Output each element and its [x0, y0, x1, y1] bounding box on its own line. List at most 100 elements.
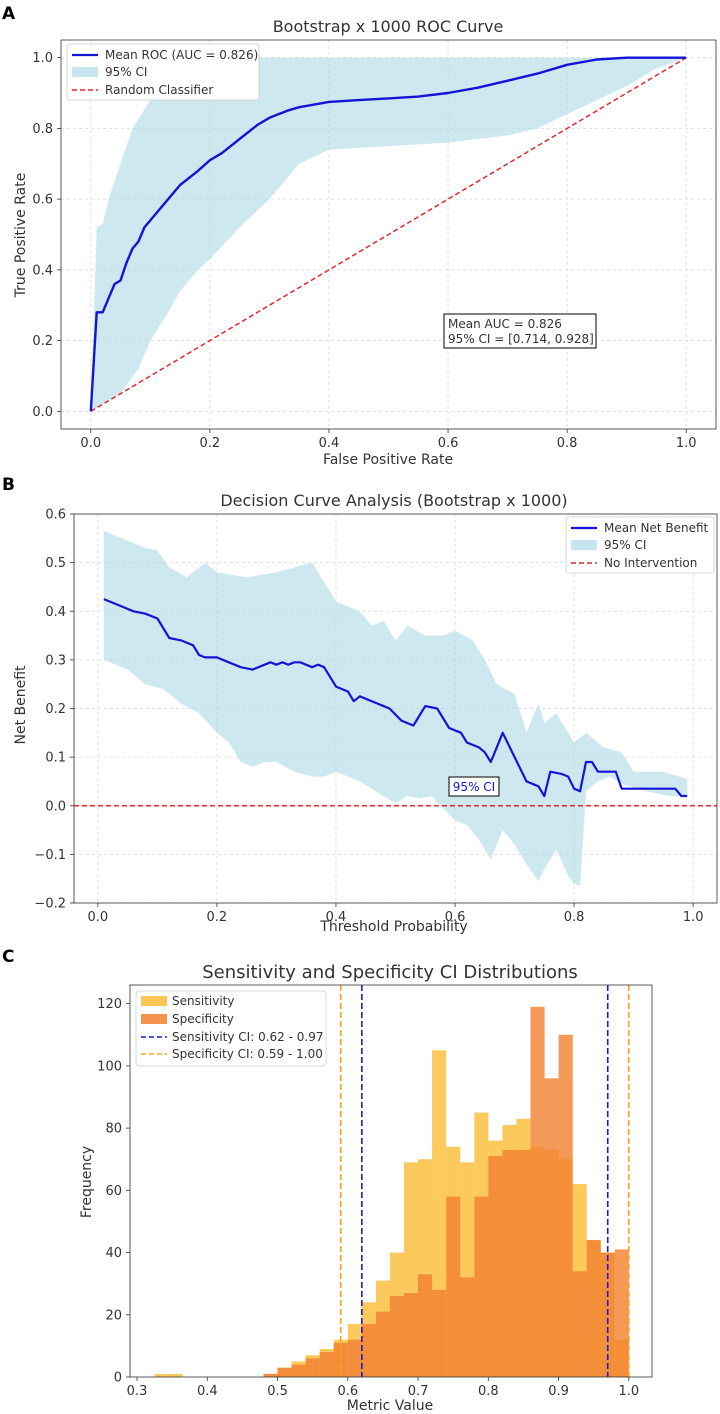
- specificity-bar: [305, 1358, 320, 1377]
- panel-c-title: Sensitivity and Specificity CI Distribut…: [202, 962, 578, 983]
- panel-letter-c: C: [2, 947, 14, 967]
- specificity-bar: [446, 1196, 461, 1377]
- nb-ci-annotation-text: 95% CI: [453, 780, 495, 794]
- panel-b-ylabel: Net Benefit: [13, 665, 29, 745]
- random-classifier-line: [90, 57, 687, 412]
- legend-specificity-swatch: [141, 1014, 167, 1024]
- panel-a-title: Bootstrap x 1000 ROC Curve: [273, 17, 504, 36]
- specificity-bar: [614, 1249, 629, 1377]
- specificity-bar: [361, 1324, 376, 1377]
- panel-c-xlabel: Metric Value: [347, 1398, 433, 1414]
- panel-b-ytick-label: 0.0: [45, 799, 66, 814]
- panel-c-ytick-label: 100: [97, 1059, 122, 1074]
- panel-b-xtick-label: 0.8: [564, 910, 585, 925]
- specificity-bar: [347, 1339, 362, 1377]
- panel-c-xtick-label: 1.0: [618, 1384, 639, 1399]
- panel-c-xtick-label: 0.7: [408, 1384, 429, 1399]
- specificity-bar: [432, 1289, 447, 1377]
- panel-c-ytick-label: 20: [105, 1308, 122, 1323]
- specificity-bar: [375, 1311, 390, 1377]
- panel-a-ytick-label: 0.6: [32, 193, 53, 208]
- specificity-bar: [277, 1367, 292, 1377]
- panel-a-xtick-label: 1.0: [676, 436, 697, 451]
- specificity-bar: [516, 1149, 531, 1377]
- panel-c-ytick-label: 40: [105, 1246, 122, 1261]
- panel-c-xtick-label: 0.9: [548, 1384, 569, 1399]
- legend-ci-swatch: [72, 67, 98, 77]
- legend-sensitivity-swatch: [141, 996, 167, 1006]
- panel-a-ytick-label: 0.0: [32, 405, 53, 420]
- panel-a-ticks: 0.0 0.2 0.4 0.6 0.8 1.0 0.0 0.2 0.4 0.6 0.8 1.0: [32, 51, 696, 451]
- panel-a-xtick-label: 0.2: [200, 436, 221, 451]
- specificity-bar: [291, 1364, 306, 1377]
- specificity-bar: [544, 1078, 559, 1377]
- mean-roc-line: [89, 56, 687, 412]
- panel-c-ytick-label: 80: [105, 1122, 122, 1137]
- specificity-bar: [460, 1277, 475, 1377]
- specificity-bar: [586, 1240, 601, 1377]
- panel-a-auc-annotation: Mean AUC = 0.826 95% CI = [0.714, 0.928]: [443, 313, 597, 349]
- panel-c-ytick-label: 0: [114, 1371, 122, 1386]
- panel-b-ytick-label: 0.4: [45, 605, 66, 620]
- legend-random-label: Random Classifier: [105, 83, 213, 97]
- panel-c-ytick-label: 120: [97, 997, 122, 1012]
- panel-c-xtick-label: 0.8: [478, 1384, 499, 1399]
- panel-b-title: Decision Curve Analysis (Bootstrap x 100…: [220, 491, 567, 510]
- panel-b-ytick-label: −0.2: [34, 897, 66, 912]
- panel-c-frame: [129, 984, 653, 1378]
- legend-spec-ci-label: Specificity CI: 0.59 - 1.00: [172, 1047, 323, 1061]
- panel-b-ytick-label: −0.1: [34, 848, 66, 863]
- specificity-bar: [502, 1149, 517, 1377]
- panel-c-xtick-label: 0.6: [337, 1384, 358, 1399]
- legend-ci-label: 95% CI: [105, 65, 147, 79]
- panel-c-xtick-label: 0.4: [197, 1384, 218, 1399]
- panel-c-ylabel: Frequency: [79, 1146, 95, 1218]
- panel-a-xlabel: False Positive Rate: [323, 452, 453, 468]
- roc-ci-band: [90, 57, 687, 412]
- legend-sens-ci-label: Sensitivity CI: 0.62 - 0.97: [172, 1030, 323, 1044]
- legend-nb-ci-swatch: [571, 540, 597, 550]
- legend-specificity-label: Specificity: [172, 1012, 234, 1026]
- panel-b-xtick-label: 0.0: [87, 910, 108, 925]
- panel-c-xtick-label: 0.3: [127, 1384, 148, 1399]
- panel-b-xtick-label: 0.6: [445, 910, 466, 925]
- panel-b-frame: [73, 513, 718, 904]
- panel-b-ytick-label: 0.1: [45, 751, 66, 766]
- specificity-bar: [389, 1296, 404, 1377]
- net-benefit-ci-band: [103, 531, 688, 886]
- panel-a-plot-area: [89, 56, 687, 412]
- panel-c-plot-area: [154, 985, 630, 1377]
- panel-c-histogram: C Sensitivity and Specificity CI Distrib…: [2, 947, 653, 1414]
- specificity-bar: [263, 1373, 278, 1377]
- legend-mean-roc-label: Mean ROC (AUC = 0.826): [105, 48, 258, 62]
- panel-b-xlabel: Threshold Probability: [319, 919, 467, 935]
- panel-b-ytick-label: 0.2: [45, 702, 66, 717]
- specificity-bar: [488, 1156, 503, 1377]
- legend-nb-ci-label: 95% CI: [604, 538, 646, 552]
- panel-a-ylabel: True Positive Rate: [13, 173, 29, 299]
- legend-mean-nb-label: Mean Net Benefit: [604, 521, 709, 535]
- sensitivity-bar: [154, 1373, 183, 1377]
- panel-b-xtick-label: 0.2: [207, 910, 228, 925]
- specificity-bar: [418, 1274, 433, 1377]
- auc-annotation-box: [443, 313, 597, 349]
- panel-c-legend-box: [135, 990, 327, 1067]
- panel-b-plot-area: [74, 531, 717, 886]
- panel-c-legend: Sensitivity Specificity Sensitivity CI: …: [135, 990, 327, 1067]
- panel-a-xtick-label: 0.0: [80, 436, 101, 451]
- panel-a-legend-box: [66, 43, 260, 101]
- panel-b-ytick-label: 0.6: [45, 508, 66, 523]
- legend-no-intervention-label: No Intervention: [604, 556, 697, 570]
- panel-a-xtick-label: 0.6: [438, 436, 459, 451]
- panel-b-ytick-label: 0.5: [45, 556, 66, 571]
- panel-c-xtick-label: 0.5: [267, 1384, 288, 1399]
- specificity-bar: [530, 1006, 545, 1377]
- panel-a-xtick-label: 0.4: [319, 436, 340, 451]
- panel-a-roc-chart: A Bootstrap x 1000 ROC Curve False Posit…: [2, 4, 717, 468]
- panel-b-legend-box: [565, 516, 715, 574]
- panel-b-ci-annotation: 95% CI: [448, 776, 500, 797]
- specificity-bar: [319, 1352, 334, 1377]
- panel-a-ytick-label: 0.2: [32, 334, 53, 349]
- panel-b-xtick-label: 1.0: [683, 910, 704, 925]
